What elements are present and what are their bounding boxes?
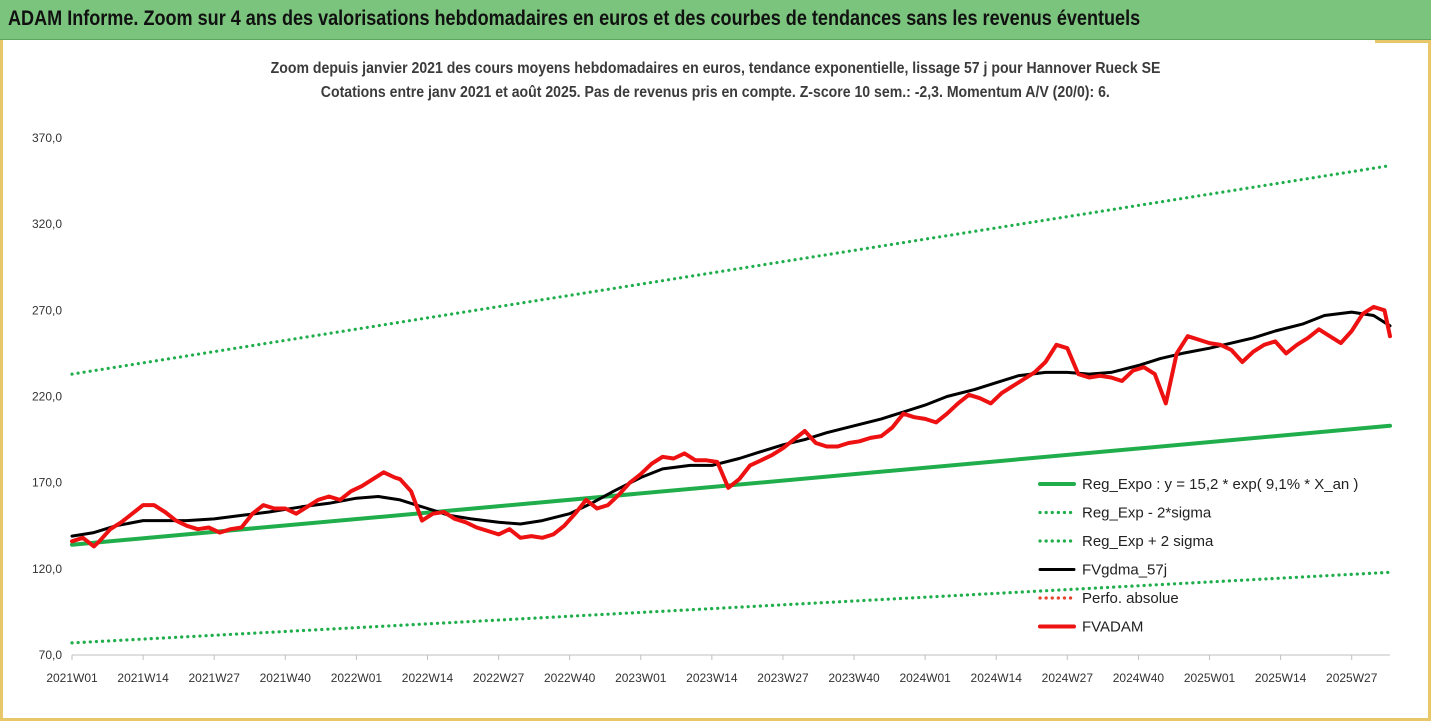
series-line-1 bbox=[70, 570, 1392, 645]
x-tick-label: 2023W01 bbox=[615, 671, 667, 685]
series-line-2 bbox=[70, 164, 1392, 376]
x-tick-label: 2021W14 bbox=[117, 671, 169, 685]
chart-frame bbox=[0, 40, 1431, 721]
report-banner-title: ADAM Informe. Zoom sur 4 ans des valoris… bbox=[8, 7, 1141, 30]
x-tick-label: 2025W14 bbox=[1255, 671, 1307, 685]
x-tick-label: 2025W01 bbox=[1184, 671, 1236, 685]
legend-label: Reg_Expo : y = 15,2 * exp( 9,1% * X_an ) bbox=[1082, 476, 1358, 493]
legend-label: Perfo. absolue bbox=[1082, 590, 1179, 607]
x-tick-label: 2024W27 bbox=[1042, 671, 1094, 685]
x-tick-label: 2022W27 bbox=[473, 671, 525, 685]
legend-label: FVgdma_57j bbox=[1082, 562, 1167, 579]
x-tick-label: 2024W14 bbox=[971, 671, 1023, 685]
y-tick-label: 320,0 bbox=[32, 217, 62, 231]
x-tick-label: 2024W40 bbox=[1113, 671, 1165, 685]
y-tick-label: 120,0 bbox=[32, 562, 62, 576]
x-tick-label: 2021W40 bbox=[260, 671, 312, 685]
y-tick-label: 220,0 bbox=[32, 390, 62, 404]
y-tick-label: 170,0 bbox=[32, 476, 62, 490]
x-tick-label: 2023W14 bbox=[686, 671, 738, 685]
y-tick-label: 70,0 bbox=[39, 648, 63, 662]
legend: Reg_Expo : y = 15,2 * exp( 9,1% * X_an )… bbox=[1038, 476, 1358, 636]
chart-subtitle-container: Cotations entre janv 2021 et août 2025. … bbox=[0, 84, 1431, 102]
y-tick-label: 370,0 bbox=[32, 131, 62, 145]
y-tick-label: 270,0 bbox=[32, 303, 62, 317]
x-tick-label: 2022W14 bbox=[402, 671, 454, 685]
chart-frame-top-edge bbox=[1375, 40, 1431, 43]
series-line-5 bbox=[70, 304, 1392, 549]
x-tick-label: 2021W27 bbox=[189, 671, 241, 685]
x-tick-label: 2024W01 bbox=[899, 671, 951, 685]
report-banner: ADAM Informe. Zoom sur 4 ans des valoris… bbox=[0, 0, 1431, 40]
series-layer bbox=[70, 164, 1392, 645]
legend-label: Reg_Exp - 2*sigma bbox=[1082, 505, 1212, 522]
chart-subtitle: Cotations entre janv 2021 et août 2025. … bbox=[320, 84, 1111, 101]
x-tick-label: 2021W01 bbox=[46, 671, 98, 685]
x-tick-label: 2025W27 bbox=[1326, 671, 1378, 685]
legend-label: Reg_Exp + 2 sigma bbox=[1082, 533, 1214, 550]
x-tick-label: 2023W40 bbox=[828, 671, 880, 685]
chart-title: Zoom depuis janvier 2021 des cours moyen… bbox=[270, 60, 1161, 77]
series-line-3 bbox=[70, 310, 1392, 538]
x-tick-label: 2022W40 bbox=[544, 671, 596, 685]
axis-layer: 70,0 120,0 170,0 220,0 270,0 320,0 370,0 2021W0… bbox=[32, 131, 1390, 685]
x-tick-label: 2023W27 bbox=[757, 671, 809, 685]
x-tick-label: 2022W01 bbox=[331, 671, 383, 685]
chart-title-container: Zoom depuis janvier 2021 des cours moyen… bbox=[0, 60, 1431, 78]
legend-label: FVADAM bbox=[1082, 619, 1143, 636]
